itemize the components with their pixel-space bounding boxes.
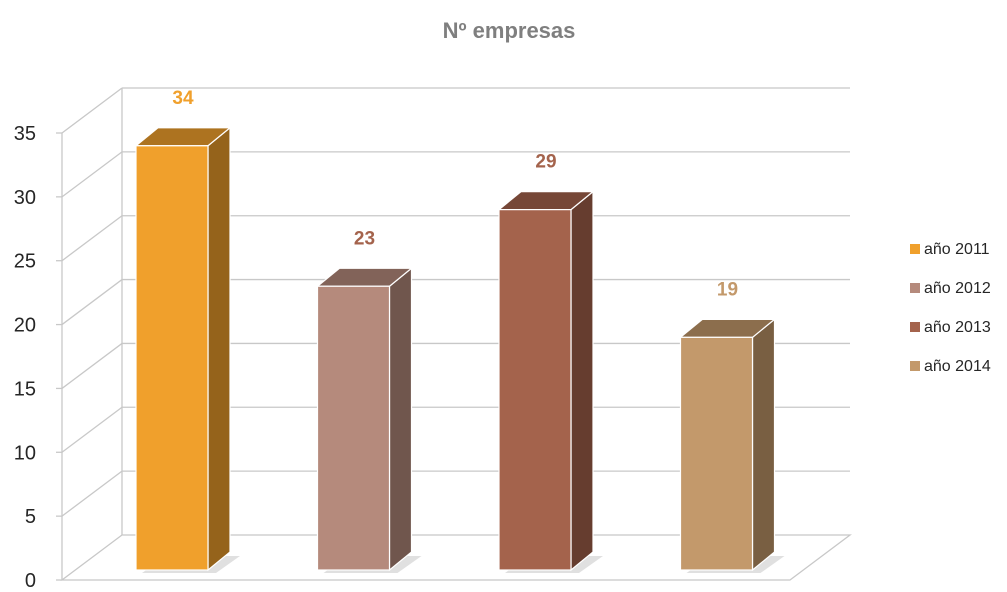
data-label: 29 <box>535 152 556 173</box>
y-tick-label: 35 <box>14 123 36 145</box>
legend-item: año 2012 <box>910 280 991 297</box>
y-tick-label: 10 <box>14 442 36 464</box>
legend-swatch <box>910 283 920 293</box>
gridline-diagonal <box>61 406 123 453</box>
gridline-diagonal <box>61 87 123 134</box>
legend-label: año 2014 <box>924 358 991 375</box>
legend-item: año 2014 <box>910 358 991 375</box>
gridline-diagonal <box>61 151 123 198</box>
bar-front-face <box>316 285 391 571</box>
legend-item: año 2011 <box>910 241 990 258</box>
gridline-diagonal <box>61 279 123 326</box>
bar-front-face <box>135 145 209 571</box>
bar-side-face <box>751 318 776 572</box>
gridline-diagonal <box>61 342 123 389</box>
legend-swatch <box>910 244 920 254</box>
data-label: 23 <box>354 228 375 249</box>
bar-side-face <box>207 126 231 572</box>
chart-floor <box>60 534 852 581</box>
bar-front-face <box>679 336 754 571</box>
y-tick-label: 20 <box>14 315 36 337</box>
bar-4 <box>678 318 785 573</box>
y-tick-label: 15 <box>14 378 36 400</box>
gridline-diagonal <box>61 215 123 262</box>
data-labels-group: 34 23 29 19 <box>172 88 738 301</box>
bar-1 <box>134 126 240 573</box>
y-tick-label: 0 <box>25 570 36 592</box>
gridline-diagonal <box>61 470 123 517</box>
bar-side-face <box>570 190 594 572</box>
data-label: 19 <box>717 279 738 300</box>
bar-series-group <box>134 126 785 573</box>
legend-item: año 2013 <box>910 319 991 336</box>
legend: año 2011 año 2012 año 2013 año 2014 <box>910 241 991 375</box>
legend-swatch <box>910 361 920 371</box>
legend-label: año 2011 <box>924 241 990 258</box>
bar-side-face <box>388 266 413 572</box>
bar-front-face <box>498 209 572 571</box>
legend-label: año 2012 <box>924 280 991 297</box>
y-tick-label: 5 <box>25 506 36 528</box>
y-tick-label: 30 <box>14 187 36 209</box>
y-tick-label: 25 <box>14 251 36 273</box>
bar-2 <box>315 266 422 573</box>
legend-label: año 2013 <box>924 319 991 336</box>
chart-title: Nº empresas <box>443 18 576 43</box>
data-label: 34 <box>172 88 194 109</box>
legend-swatch <box>910 322 920 332</box>
chart-walls <box>56 87 852 581</box>
y-axis-tick-labels: 0 5 10 15 20 25 30 35 <box>14 123 36 592</box>
bar-3 <box>497 190 603 573</box>
